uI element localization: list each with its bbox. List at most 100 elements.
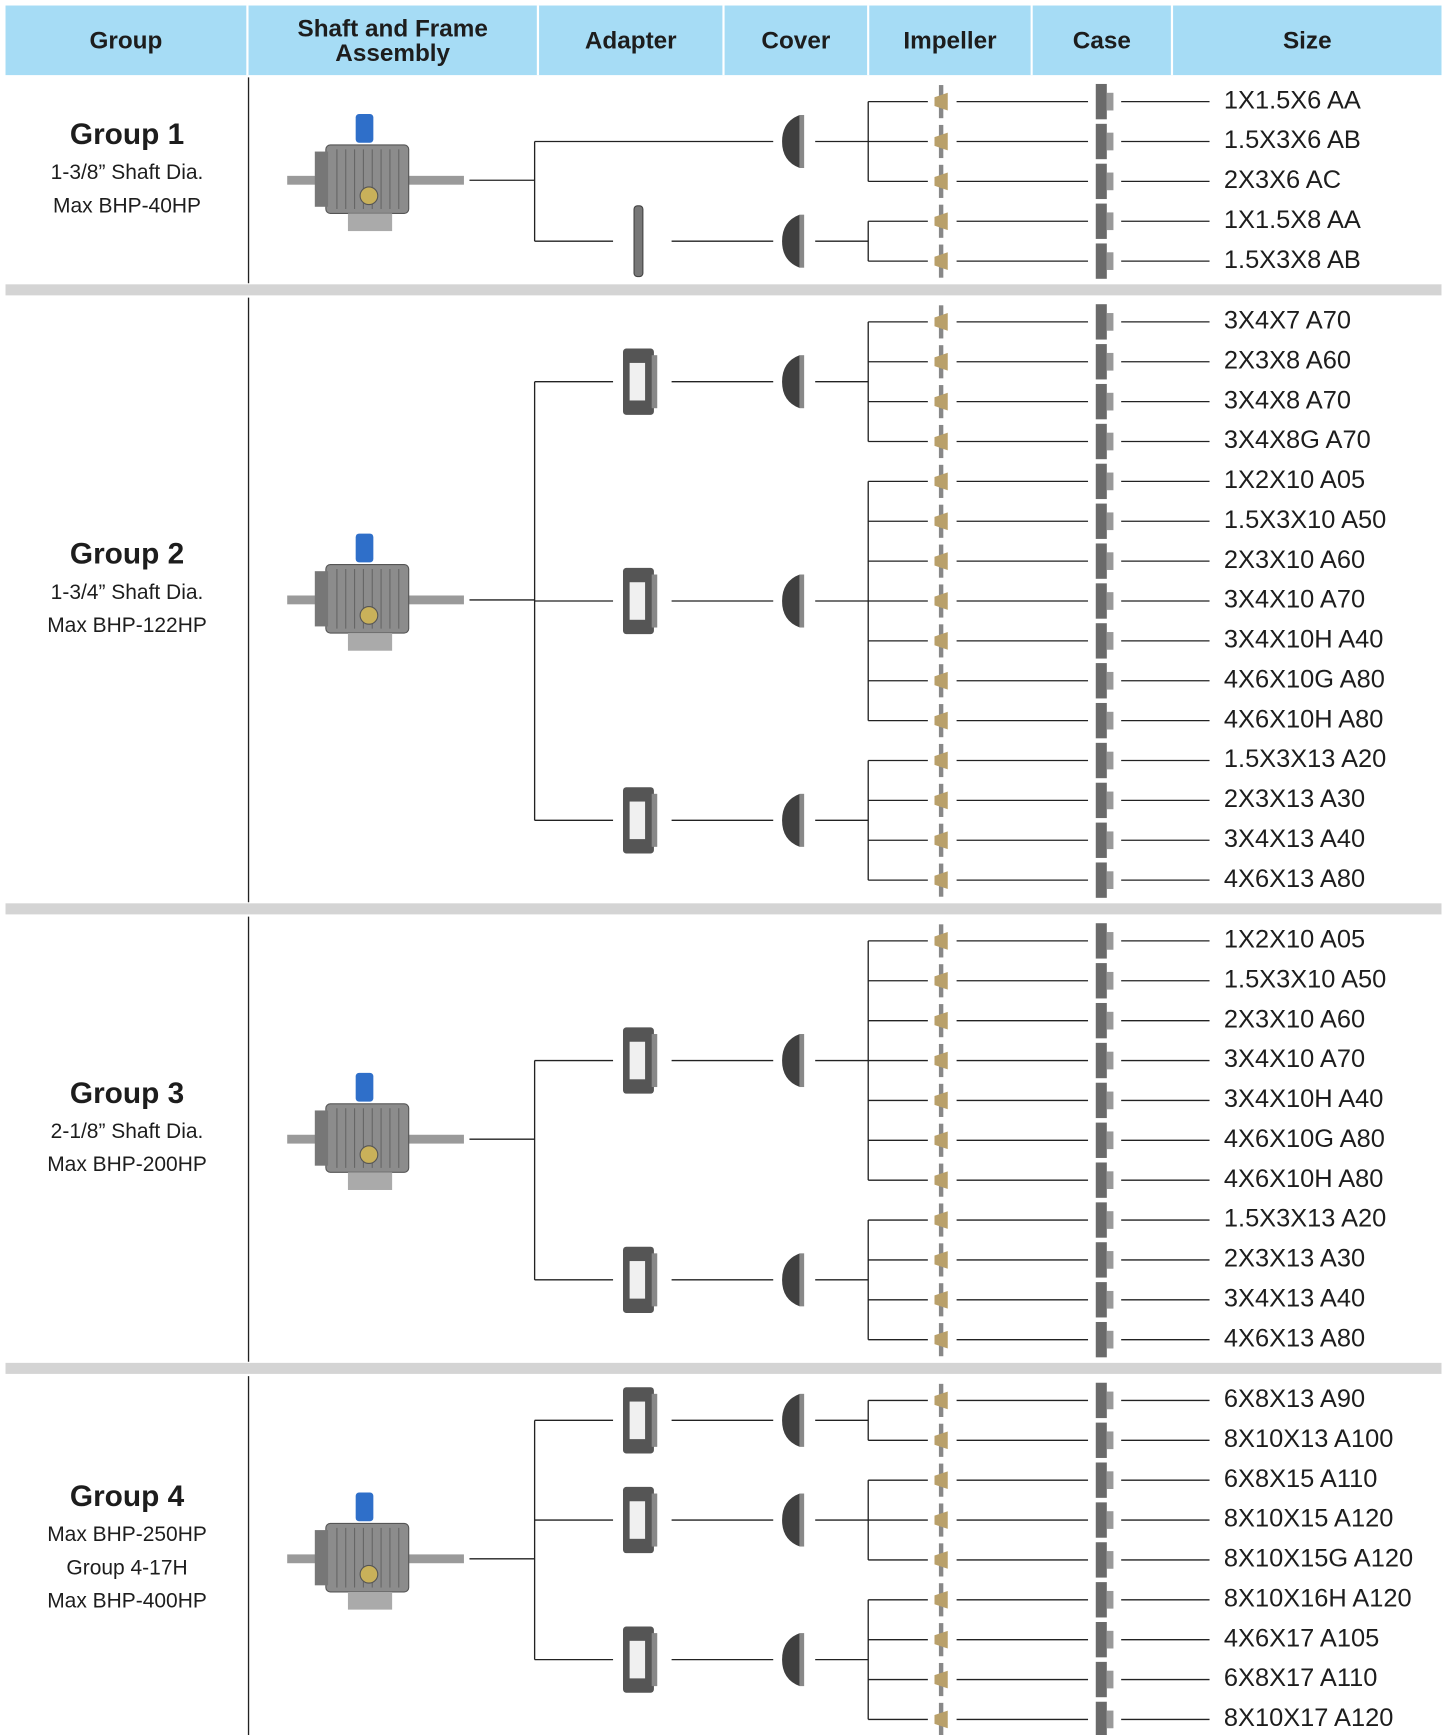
- impeller-vane: [934, 671, 948, 690]
- impeller-icon: [934, 124, 948, 159]
- impeller-icon: [934, 1623, 948, 1657]
- case-icon: [1095, 1002, 1114, 1039]
- case-nozzle: [1106, 172, 1114, 191]
- impeller-vane: [934, 132, 948, 151]
- case-body: [1095, 304, 1107, 340]
- impeller-icon: [934, 164, 948, 198]
- impeller-icon: [934, 1243, 948, 1277]
- case-body: [1095, 1382, 1107, 1419]
- cover-body: [782, 114, 800, 169]
- cover-rim: [799, 1493, 805, 1547]
- case-nozzle: [1106, 932, 1114, 950]
- foot: [347, 633, 393, 651]
- cover-body: [782, 1493, 800, 1547]
- impeller-vane: [934, 313, 948, 331]
- size-label: 8X10X15G A120: [1224, 1545, 1413, 1573]
- size-label: 2X3X13 A30: [1224, 785, 1365, 813]
- cap: [355, 1492, 374, 1522]
- size-label: 6X8X15 A110: [1224, 1465, 1377, 1493]
- case-icon: [1095, 1242, 1114, 1278]
- case-body: [1095, 383, 1107, 420]
- adapter-window: [629, 1401, 646, 1440]
- adapter-icon: [622, 1246, 658, 1313]
- impeller-vane: [934, 1471, 948, 1490]
- size-label: 3X4X8 A70: [1224, 386, 1351, 414]
- case-icon: [1095, 83, 1114, 120]
- case-nozzle: [1106, 132, 1114, 151]
- flange: [314, 151, 329, 207]
- case-nozzle: [1106, 1590, 1114, 1609]
- case-icon: [1095, 1462, 1114, 1498]
- impeller-vane: [934, 791, 948, 810]
- case-nozzle: [1106, 1391, 1114, 1410]
- case-icon: [1095, 1202, 1114, 1238]
- impeller-icon: [934, 1283, 948, 1317]
- case-icon: [1095, 1082, 1114, 1119]
- impeller-vane: [934, 1051, 948, 1070]
- group-title: Group 4: [70, 1480, 185, 1513]
- case-body: [1095, 1162, 1107, 1198]
- impeller-vane: [934, 1590, 948, 1609]
- case-body: [1095, 1321, 1107, 1358]
- adapter-lip: [651, 574, 658, 628]
- adapter-icon: [622, 787, 658, 854]
- case-body: [1095, 1542, 1107, 1578]
- case-body: [1095, 503, 1107, 539]
- cover-rim: [799, 793, 805, 847]
- size-label: 1.5X3X13 A20: [1224, 745, 1386, 773]
- case-body: [1095, 163, 1107, 200]
- shaft-frame-icon: [287, 1492, 464, 1610]
- case-nozzle: [1106, 1710, 1114, 1729]
- case-icon: [1095, 203, 1114, 239]
- case-body: [1095, 463, 1107, 500]
- flange: [314, 571, 329, 627]
- size-label: 3X4X7 A70: [1224, 307, 1351, 335]
- case-nozzle: [1106, 1551, 1114, 1569]
- impeller-vane: [934, 1710, 948, 1729]
- impeller-icon: [934, 783, 948, 817]
- cover-body: [782, 793, 800, 847]
- gauge: [359, 1564, 379, 1584]
- case-nozzle: [1106, 472, 1114, 491]
- case-body: [1095, 1582, 1107, 1618]
- case-nozzle: [1106, 392, 1114, 411]
- impeller-icon: [934, 1323, 948, 1357]
- impeller-icon: [934, 624, 948, 658]
- impeller-icon: [934, 1163, 948, 1197]
- size-label: 4X6X17 A105: [1224, 1624, 1379, 1652]
- case-icon: [1095, 742, 1114, 779]
- group-detail: Max BHP-400HP: [47, 1589, 207, 1612]
- gauge: [359, 1145, 379, 1165]
- impeller-icon: [934, 385, 948, 419]
- cover-icon: [782, 355, 805, 409]
- case-icon: [1095, 1502, 1114, 1538]
- cover-rim: [799, 355, 805, 409]
- size-label: 8X10X16H A120: [1224, 1584, 1412, 1612]
- case-nozzle: [1106, 971, 1114, 990]
- impeller-vane: [934, 971, 948, 990]
- adapter-lip: [651, 1633, 658, 1687]
- header: Group Shaft and Frame Assembly Adapter Cove…: [5, 5, 1442, 76]
- header-cell: Size: [1173, 5, 1442, 76]
- impeller-icon: [934, 1583, 948, 1617]
- size-label: 4X6X10H A80: [1224, 1165, 1384, 1193]
- impeller-vane: [934, 552, 948, 570]
- case-nozzle: [1106, 1171, 1114, 1189]
- row-separator: [5, 284, 1442, 296]
- case-icon: [1095, 243, 1114, 279]
- case-nozzle: [1106, 252, 1114, 270]
- case-icon: [1095, 862, 1114, 898]
- row-separator: [5, 903, 1442, 915]
- case-icon: [1095, 1661, 1114, 1698]
- case-nozzle: [1106, 1251, 1114, 1269]
- size-label: 4X6X10G A80: [1224, 665, 1385, 693]
- case-nozzle: [1106, 1051, 1114, 1070]
- adapter-window: [629, 582, 646, 620]
- case-body: [1095, 1701, 1107, 1735]
- case-icon: [1095, 663, 1114, 699]
- impeller-icon: [934, 1463, 948, 1497]
- size-label: 8X10X17 A120: [1224, 1704, 1393, 1732]
- size-label: 4X6X13 A80: [1224, 865, 1365, 893]
- impeller-icon: [934, 544, 948, 578]
